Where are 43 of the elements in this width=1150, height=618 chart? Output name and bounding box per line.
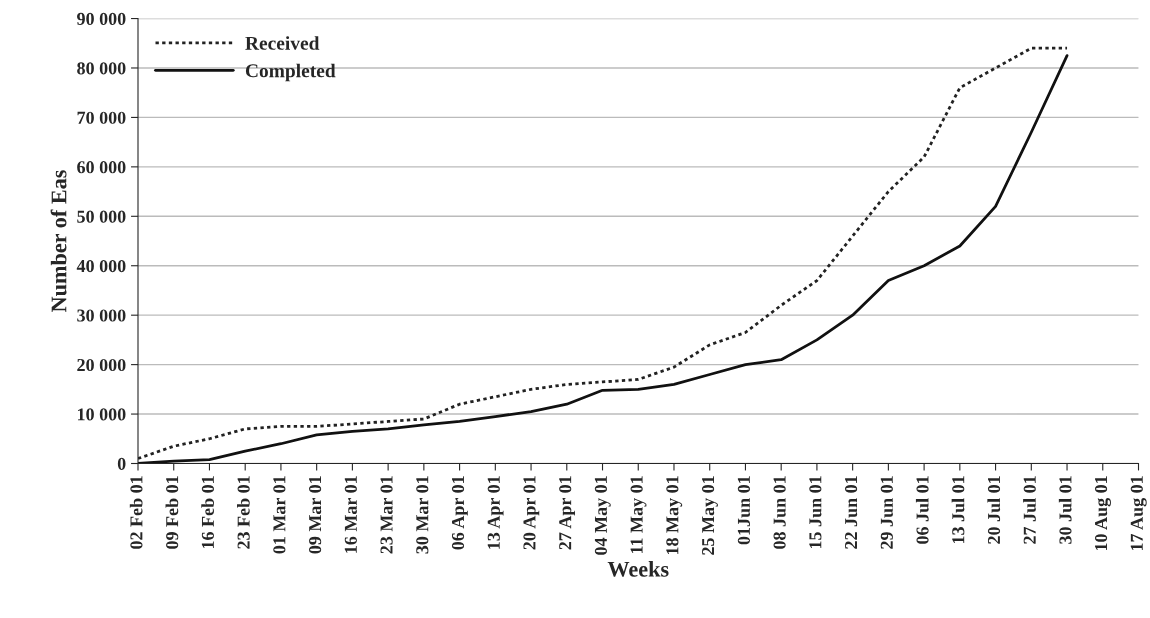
x-tick-label: 27 Jul 01 [1023, 476, 1036, 544]
y-tick-label: 90 000 [77, 12, 126, 25]
y-tick-label: 50 000 [77, 210, 126, 223]
x-tick-label: 20 Apr 01 [523, 476, 540, 550]
x-tick-label: 30 Jul 01 [1058, 476, 1072, 544]
x-tick-label: 18 May 01 [666, 476, 683, 555]
x-tick-label: 22 Jun 01 [844, 476, 858, 549]
x-tick-label: 04 May 01 [594, 476, 611, 555]
y-tick-label: 80 000 [77, 62, 126, 75]
x-tick-label: 30 Mar 01 [416, 476, 429, 554]
y-tick-label: 0 [117, 457, 126, 470]
x-tick-label: 09 Feb 01 [165, 476, 179, 549]
x-tick-label: 13 Apr 01 [487, 476, 504, 549]
y-tick-label: 40 000 [76, 260, 126, 273]
x-axis-title: Weeks [607, 561, 669, 577]
x-tick-label: 01 Mar 01 [273, 476, 286, 554]
x-tick-label: 23 Mar 01 [380, 476, 393, 554]
x-tick-label: 25 May 01 [702, 476, 718, 555]
x-tick-label: 15 Jun 01 [809, 476, 822, 549]
x-tick-label: 29 Jun 01 [880, 476, 893, 549]
x-tick-label: 09 Mar 01 [309, 476, 322, 554]
x-tick-label: 16 Mar 01 [344, 476, 357, 553]
x-tick-label: 08 Jun 01 [773, 476, 786, 549]
x-tick-label: 01Jun 01 [737, 476, 751, 545]
x-tick-label: 27 Apr 01 [559, 476, 575, 550]
y-tick-label: 10 000 [77, 408, 126, 421]
x-tick-label: 17 Aug 01 [1130, 476, 1147, 551]
y-tick-label: 60 000 [77, 161, 126, 174]
x-tick-label: 02 Feb 01 [129, 476, 143, 549]
legend-label: Completed [245, 63, 336, 82]
y-tick-label: 30 000 [77, 309, 126, 322]
y-tick-label: 20 000 [77, 358, 126, 372]
x-tick-label: 16 Feb 01 [201, 476, 214, 549]
x-tick-label: 11 May 01 [630, 476, 647, 554]
legend-label: Received [245, 36, 320, 50]
x-tick-label: 06 Apr 01 [451, 476, 468, 550]
x-tick-label: 23 Feb 01 [237, 476, 250, 549]
x-tick-label: 13 Jul 01 [951, 476, 965, 544]
x-tick-label: 20 Jul 01 [987, 476, 1001, 544]
y-tick-label: 70 000 [77, 111, 126, 124]
x-tick-label: 10 Aug 01 [1094, 476, 1111, 551]
x-tick-label: 06 Jul 01 [915, 476, 929, 544]
y-axis-title: Number of Eas [50, 170, 67, 313]
